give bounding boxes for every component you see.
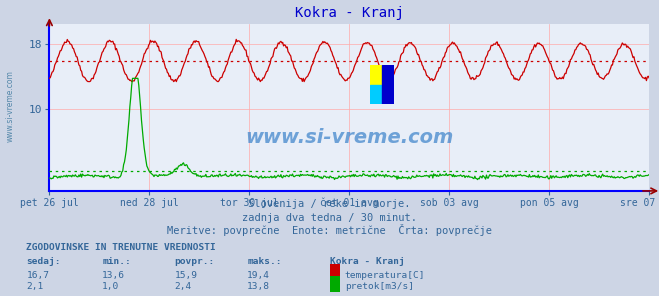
Text: ZGODOVINSKE IN TRENUTNE VREDNOSTI: ZGODOVINSKE IN TRENUTNE VREDNOSTI	[26, 243, 216, 252]
Text: 2,1: 2,1	[26, 282, 43, 292]
Text: temperatura[C]: temperatura[C]	[345, 271, 425, 280]
Bar	[370, 65, 382, 85]
Text: 19,4: 19,4	[247, 271, 270, 280]
Bar	[370, 85, 382, 104]
Text: zadnja dva tedna / 30 minut.: zadnja dva tedna / 30 minut.	[242, 213, 417, 223]
Text: Slovenija / reke in morje.: Slovenija / reke in morje.	[248, 199, 411, 209]
Text: Meritve: povprečne  Enote: metrične  Črta: povprečje: Meritve: povprečne Enote: metrične Črta:…	[167, 224, 492, 236]
Text: Kokra - Kranj: Kokra - Kranj	[330, 257, 404, 266]
Text: 13,8: 13,8	[247, 282, 270, 292]
Text: 2,4: 2,4	[175, 282, 192, 292]
Text: 16,7: 16,7	[26, 271, 49, 280]
Bar	[382, 65, 394, 104]
Text: maks.:: maks.:	[247, 257, 281, 266]
Title: Kokra - Kranj: Kokra - Kranj	[295, 6, 404, 20]
Text: sedaj:: sedaj:	[26, 257, 61, 266]
Text: povpr.:: povpr.:	[175, 257, 215, 266]
Text: 15,9: 15,9	[175, 271, 198, 280]
Text: 13,6: 13,6	[102, 271, 125, 280]
Text: pretok[m3/s]: pretok[m3/s]	[345, 282, 414, 292]
Text: min.:: min.:	[102, 257, 131, 266]
Text: www.si-vreme.com: www.si-vreme.com	[245, 128, 453, 147]
Text: 1,0: 1,0	[102, 282, 119, 292]
Text: www.si-vreme.com: www.si-vreme.com	[5, 71, 14, 142]
